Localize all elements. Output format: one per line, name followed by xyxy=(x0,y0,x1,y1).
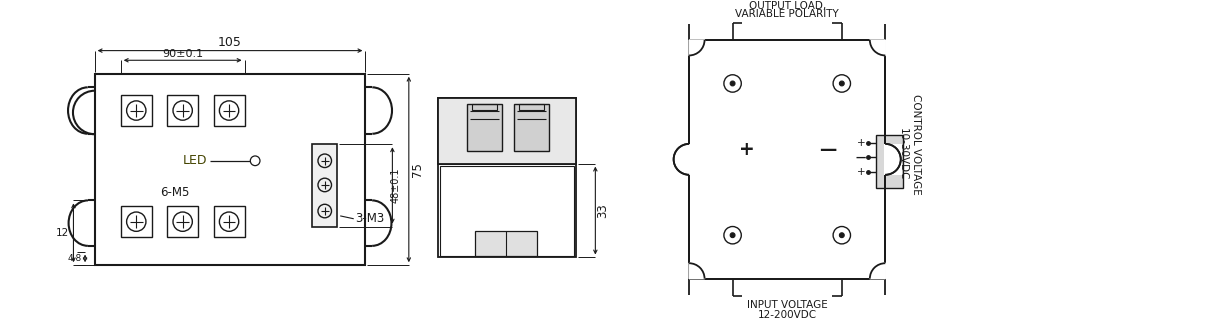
Polygon shape xyxy=(689,263,705,279)
Circle shape xyxy=(730,233,735,238)
Bar xyxy=(471,104,497,109)
Bar xyxy=(884,144,902,175)
Text: LED: LED xyxy=(183,154,207,167)
Text: 105: 105 xyxy=(218,36,242,49)
Bar xyxy=(515,104,549,151)
Text: 3-M3: 3-M3 xyxy=(355,212,384,225)
Bar xyxy=(466,104,501,151)
Text: OUTPUT LOAD,: OUTPUT LOAD, xyxy=(748,1,826,11)
Circle shape xyxy=(839,233,844,238)
Polygon shape xyxy=(869,40,885,56)
Bar xyxy=(213,206,245,237)
Text: INPUT VOLTAGE: INPUT VOLTAGE xyxy=(747,300,827,310)
Bar xyxy=(167,95,199,126)
Text: +: + xyxy=(857,138,866,148)
Circle shape xyxy=(839,81,844,86)
Text: 75: 75 xyxy=(411,162,424,177)
Text: 4.8: 4.8 xyxy=(68,254,82,263)
Text: CONTROL VOLTAGE: CONTROL VOLTAGE xyxy=(911,94,922,195)
Bar xyxy=(312,144,338,227)
Text: 90±0.1: 90±0.1 xyxy=(162,48,203,58)
Text: +: + xyxy=(739,140,754,159)
Text: —: — xyxy=(819,141,836,159)
Text: 12: 12 xyxy=(56,228,69,238)
Polygon shape xyxy=(869,263,885,279)
Bar xyxy=(672,144,690,175)
Bar xyxy=(440,166,574,256)
Text: —: — xyxy=(856,152,866,162)
Bar xyxy=(213,95,245,126)
Text: VARIABLE POLARITY: VARIABLE POLARITY xyxy=(735,9,839,19)
Bar xyxy=(689,40,885,279)
Polygon shape xyxy=(689,40,705,56)
Bar xyxy=(121,95,151,126)
Bar xyxy=(520,104,544,109)
Bar xyxy=(167,206,199,237)
Bar xyxy=(121,206,151,237)
Text: 12-200VDC: 12-200VDC xyxy=(758,310,816,320)
Text: 48±0.1: 48±0.1 xyxy=(390,168,401,203)
Text: 10-30VDC: 10-30VDC xyxy=(897,128,908,181)
Text: +: + xyxy=(857,167,866,177)
Bar xyxy=(876,135,902,188)
Text: 33: 33 xyxy=(597,203,609,218)
Bar xyxy=(438,98,576,164)
Bar xyxy=(94,74,366,265)
Text: 6-M5: 6-M5 xyxy=(160,186,190,199)
Bar xyxy=(438,98,576,164)
Circle shape xyxy=(730,81,735,86)
Bar xyxy=(689,40,885,279)
Bar xyxy=(475,231,538,256)
Bar xyxy=(438,98,576,257)
